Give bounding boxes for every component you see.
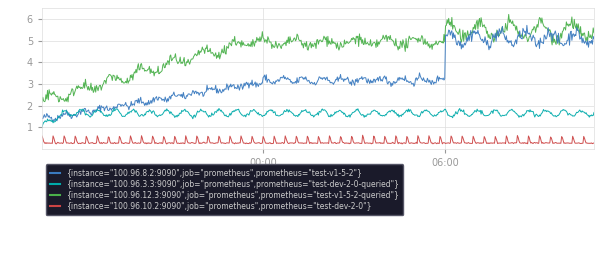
- Legend: {instance="100.96.8.2:9090",job="prometheus",prometheus="test-v1-5-2"}, {instanc: {instance="100.96.8.2:9090",job="prometh…: [46, 164, 403, 215]
